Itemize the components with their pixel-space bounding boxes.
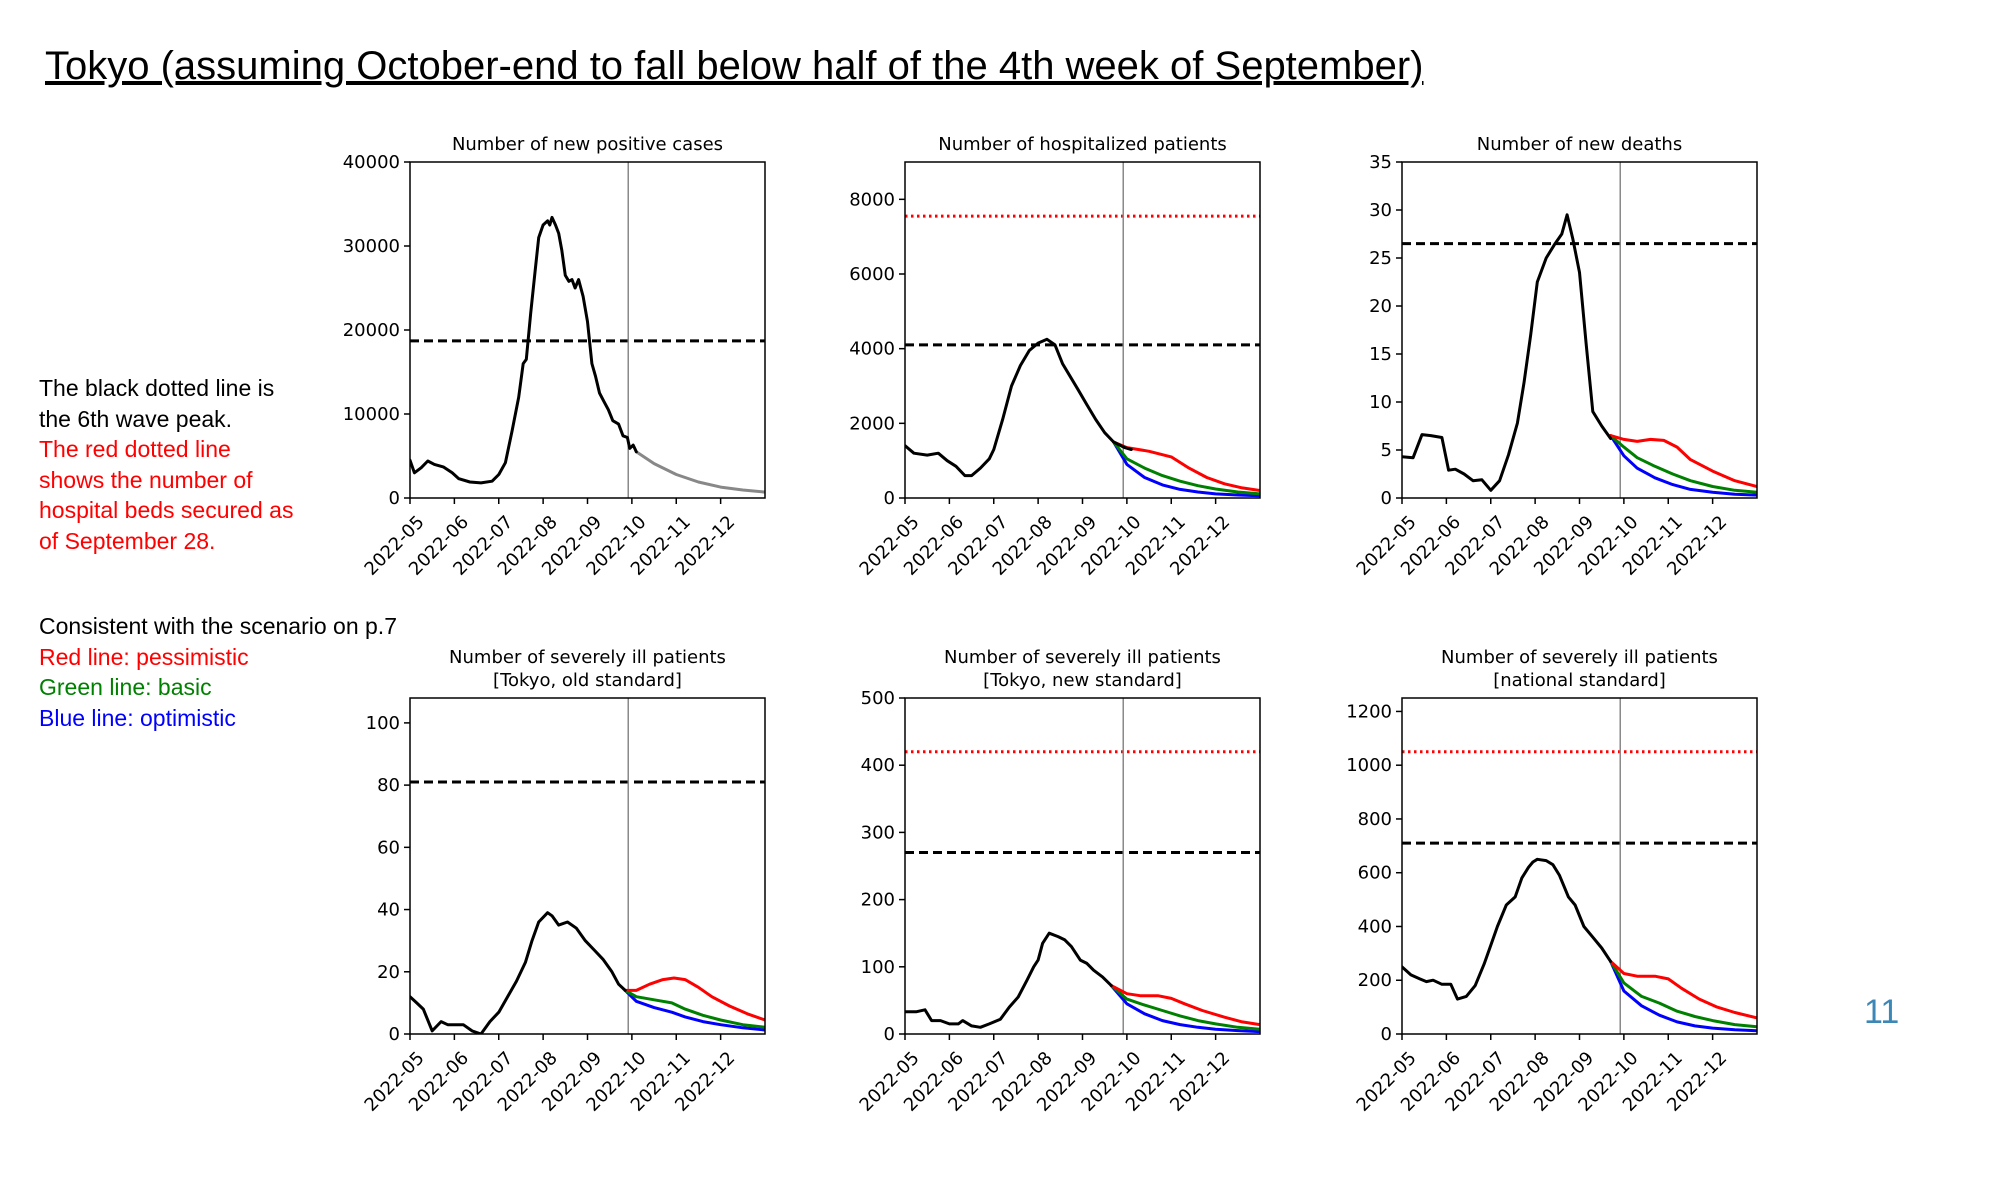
chart-title: Number of severely ill patients [944,647,1221,668]
series-pessimistic [1609,959,1757,1020]
chart-6: Number of severely ill patients[national… [1346,647,1758,1116]
y-tick-label: 4000 [849,339,895,360]
y-tick-label: 600 [1358,863,1392,884]
chart-title: [national standard] [1493,670,1666,691]
chart-1: Number of new positive cases 0 10000 20000 3… [343,134,766,580]
y-tick-label: 100 [366,713,400,734]
series-pessimistic [623,976,765,1022]
y-tick-label: 0 [1381,1024,1392,1045]
series-optimistic [623,988,765,1032]
chart-5: Number of severely ill patients[Tokyo, n… [856,647,1261,1116]
y-tick-label: 1000 [1346,755,1392,776]
y-tick-label: 60 [377,837,400,858]
y-tick-label: 800 [1358,809,1392,830]
y-tick-label: 200 [861,890,895,911]
line-legend-note: The black dotted line is the 6th wave pe… [39,373,293,556]
page-number: 11 [1864,993,1900,1031]
note-red-line-2: shows the number of [39,466,253,493]
y-tick-label: 100 [861,957,895,978]
y-tick-label: 400 [861,755,895,776]
series-actual [410,215,638,485]
y-tick-label: 30 [1369,200,1392,221]
note-red-line-1: The red dotted line [39,436,231,462]
note-pessimistic: Red line: pessimistic [39,643,249,670]
note-scenario-intro: Consistent with the scenario on p.7 [39,613,397,639]
series-actual [905,931,1113,1029]
y-tick-label: 0 [1381,488,1392,509]
y-tick-label: 15 [1369,344,1392,365]
series-projection [634,450,765,494]
series-pessimistic [1112,440,1260,492]
chart-title: [Tokyo, old standard] [493,670,682,691]
plot-frame [1401,697,1758,1035]
y-tick-label: 0 [389,1024,400,1045]
note-optimistic: Blue line: optimistic [39,704,236,731]
y-tick-label: 25 [1369,248,1392,269]
chart-title: Number of severely ill patients [449,647,726,668]
y-tick-label: 0 [884,1024,895,1045]
y-tick-label: 400 [1358,916,1392,937]
series-actual [410,911,627,1034]
plot-frame [409,697,766,1035]
y-tick-label: 5 [1381,440,1392,461]
y-tick-label: 300 [861,822,895,843]
note-red-line-3: hospital beds secured as [39,497,294,523]
series-optimistic [1609,959,1757,1033]
y-tick-label: 30000 [343,236,400,257]
note-red-line-4: of September 28. [39,527,216,554]
y-tick-label: 20 [377,962,400,983]
slide-title: Tokyo (assuming October-end to fall belo… [45,44,1424,88]
scenario-legend-note: Consistent with the scenario on p.7 Red … [39,611,397,733]
chart-2: Number of hospitalized patients 0 2000 4000… [849,134,1261,580]
note-basic: Green line: basic [39,674,212,700]
note-black-line-1: The black dotted line is [39,375,275,401]
y-tick-label: 80 [377,775,400,796]
chart-title: Number of severely ill patients [1441,647,1718,668]
y-tick-label: 0 [884,488,895,509]
y-tick-label: 10 [1369,392,1392,413]
series-basic [1609,959,1757,1029]
series-actual [905,337,1133,478]
series-optimistic [1112,440,1260,498]
chart-title: Number of hospitalized patients [938,134,1227,155]
series-actual [1402,213,1613,492]
plot-frame [904,697,1261,1035]
series-basic [1112,440,1260,496]
chart-title: Number of new deaths [1477,134,1682,155]
series-basic [1609,434,1757,494]
y-tick-label: 40 [377,900,400,921]
series-pessimistic [1109,984,1260,1027]
y-tick-label: 6000 [849,264,895,285]
plot-frame [1401,161,1758,499]
y-tick-label: 35 [1369,152,1392,173]
y-tick-label: 20000 [343,320,400,341]
plot-frame [409,161,766,499]
chart-4: Number of severely ill patients[Tokyo, o… [361,647,766,1116]
y-tick-label: 0 [389,488,400,509]
chart-title: [Tokyo, new standard] [983,670,1182,691]
y-tick-label: 10000 [343,404,400,425]
series-pessimistic [1609,434,1757,488]
series-optimistic [1109,984,1260,1034]
y-tick-label: 1200 [1346,701,1392,722]
y-tick-label: 40000 [343,152,400,173]
series-actual [1402,857,1613,1001]
y-tick-label: 2000 [849,413,895,434]
series-basic [1109,984,1260,1031]
chart-title: Number of new positive cases [452,134,723,155]
plot-frame [904,161,1261,499]
y-tick-label: 8000 [849,189,895,210]
series-basic [623,988,765,1029]
chart-3: Number of new deaths051015202530352022-0… [1353,134,1758,580]
series-optimistic [1609,434,1757,497]
note-black-line-2: the 6th wave peak. [39,405,233,432]
y-tick-label: 200 [1358,970,1392,991]
y-tick-label: 20 [1369,296,1392,317]
y-tick-label: 500 [861,688,895,709]
